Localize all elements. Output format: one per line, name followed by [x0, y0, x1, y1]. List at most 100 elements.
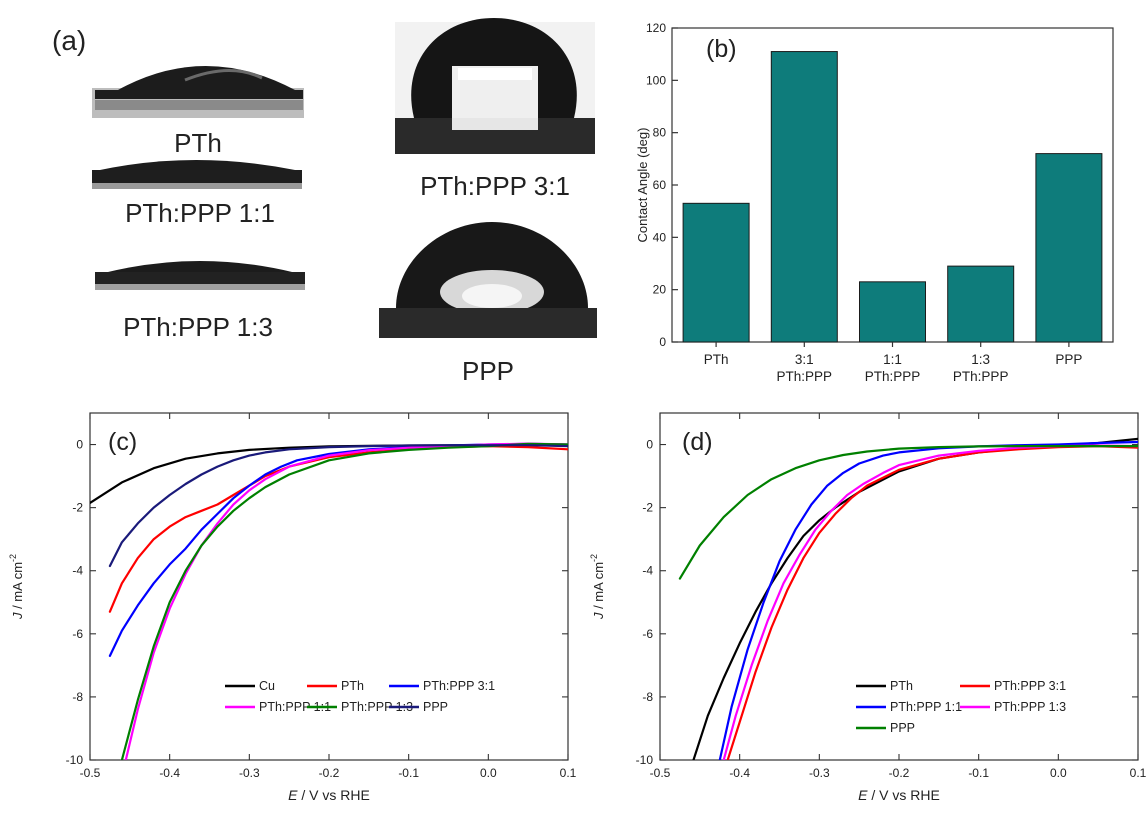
legend-label-pth: PTh [341, 679, 364, 693]
bar-4 [947, 265, 1015, 343]
y-tick-label: 20 [653, 283, 667, 297]
x-tick-label: -0.3 [239, 766, 260, 780]
series-line-pth-ppp-1-3 [120, 442, 568, 760]
legend-label-pth: PTh [890, 679, 913, 693]
x-tick-label-line: PTh [704, 352, 729, 367]
y-axis-label: J / mA cm-2 [589, 554, 606, 620]
bar-1 [682, 202, 750, 343]
y-axis-label-symbol: J [10, 612, 25, 620]
y-tick-label: 80 [653, 126, 667, 140]
y-axis-label-exponent: -2 [589, 554, 599, 562]
y-tick-label: -10 [66, 753, 84, 767]
legend-label-pth-ppp-3-1: PTh:PPP 3:1 [423, 679, 495, 693]
sample-label-pth: PTh [174, 128, 222, 158]
x-tick-label: -0.2 [889, 766, 910, 780]
x-tick-label: PTh [704, 352, 729, 367]
x-tick-label: -0.3 [809, 766, 830, 780]
x-tick-label-line: PPP [1055, 352, 1082, 367]
y-tick-label: 120 [646, 21, 666, 35]
y-axis-label-units: / mA cm [10, 562, 25, 613]
x-tick-label-line: PTh:PPP [953, 369, 1009, 384]
series-line-pth-ppp-1-3 [722, 444, 1138, 760]
y-axis-label-units: / mA cm [591, 562, 606, 613]
legend-label-pth-ppp-1-3: PTh:PPP 1:3 [341, 700, 413, 714]
panel-c-line-chart: -0.5 -0.4 -0.3 -0.2 -0.1 0.0 0.1 0 -2 -4 -6 -8 -10 Cu… [8, 412, 577, 803]
legend-label-ppp: PPP [423, 700, 448, 714]
x-axis-label-units: / V vs RHE [297, 787, 369, 803]
droplet-photo-pth-ppp-1-3 [95, 261, 305, 290]
x-tick-label: 0.1 [1130, 766, 1147, 780]
series-line-ppp [678, 445, 1138, 580]
y-tick-label: -2 [72, 501, 83, 515]
y-tick-label: -10 [636, 753, 654, 767]
series-line-pth-ppp-3-1 [108, 442, 568, 658]
x-tick-label: 0.0 [480, 766, 497, 780]
legend-label-pth-ppp-3-1: PTh:PPP 3:1 [994, 679, 1066, 693]
x-tick-label: -0.5 [650, 766, 671, 780]
legend-label-ppp: PPP [890, 721, 915, 735]
panel-a-label: (a) [52, 25, 86, 56]
bar-2 [770, 51, 838, 343]
x-tick-label-line: 1:1 [883, 352, 902, 367]
y-tick-label: -8 [642, 690, 653, 704]
x-tick-label-line: 3:1 [795, 352, 814, 367]
x-tick-label: -0.4 [159, 766, 180, 780]
bar-3 [859, 281, 926, 343]
x-axis-label-symbol: E [288, 787, 298, 803]
x-tick-label: 0.1 [560, 766, 577, 780]
droplet-photo-pth [92, 66, 304, 118]
x-tick-label: -0.2 [319, 766, 340, 780]
series-line-ppp [108, 444, 568, 568]
x-axis-label-units: / V vs RHE [867, 787, 939, 803]
panel-a: (a) PTh PTh:PPP 1:1 PTh:PPP 1:3 [52, 18, 597, 386]
x-axis-label: E / V vs RHE [858, 787, 940, 803]
legend-label-cu: Cu [259, 679, 275, 693]
sample-label-pth-ppp-1-1: PTh:PPP 1:1 [125, 198, 275, 228]
y-tick-label: 60 [653, 178, 667, 192]
series-line-pth-ppp-3-1 [726, 445, 1138, 760]
panel-d-label: (d) [682, 428, 713, 456]
y-tick-label: -8 [72, 690, 83, 704]
y-tick-label: -2 [642, 501, 653, 515]
y-tick-label: -6 [72, 627, 83, 641]
x-axis-label-symbol: E [858, 787, 868, 803]
x-tick-label: -0.5 [80, 766, 101, 780]
x-tick-label: 1:1 PTh:PPP [865, 352, 921, 384]
x-tick-label: 3:1 PTh:PPP [777, 352, 833, 384]
x-tick-label-line: PTh:PPP [777, 369, 833, 384]
y-axis-label-symbol: J [591, 612, 606, 620]
x-tick-label-line: 1:3 [971, 352, 990, 367]
y-tick-label: 0 [76, 438, 83, 452]
x-tick-label: -0.1 [398, 766, 419, 780]
sample-label-ppp: PPP [462, 356, 514, 386]
panel-d-line-chart: -0.5 -0.4 -0.3 -0.2 -0.1 0.0 0.1 0 -2 -4 -6 -8 -10 PT… [589, 412, 1147, 803]
x-tick-label: 0.0 [1050, 766, 1067, 780]
sample-label-pth-ppp-3-1: PTh:PPP 3:1 [420, 171, 570, 201]
x-tick-label: 1:3 PTh:PPP [953, 352, 1009, 384]
y-tick-label: 0 [659, 335, 666, 349]
panel-c-label: (c) [108, 428, 137, 456]
y-axis-label: J / mA cm-2 [8, 554, 25, 620]
legend-label-pth-ppp-1-1: PTh:PPP 1:1 [890, 700, 962, 714]
droplet-photo-ppp [379, 222, 597, 338]
y-axis-label-exponent: -2 [8, 554, 18, 562]
x-tick-label: PPP [1055, 352, 1082, 367]
y-axis-label: Contact Angle (deg) [635, 128, 650, 243]
x-axis-label: E / V vs RHE [288, 787, 370, 803]
x-tick-label: -0.4 [729, 766, 750, 780]
x-tick-label: -0.1 [968, 766, 989, 780]
legend-label-pth-ppp-1-1: PTh:PPP 1:1 [259, 700, 331, 714]
y-tick-label: 0 [646, 438, 653, 452]
y-tick-label: -4 [642, 564, 653, 578]
droplet-photo-pth-ppp-3-1 [395, 18, 595, 154]
panel-b-label: (b) [706, 35, 737, 63]
x-tick-label-line: PTh:PPP [865, 369, 921, 384]
y-tick-label: -6 [642, 627, 653, 641]
legend-label-pth-ppp-1-3: PTh:PPP 1:3 [994, 700, 1066, 714]
bar-5 [1035, 153, 1103, 343]
droplet-photo-pth-ppp-1-1 [92, 160, 302, 189]
y-tick-label: 40 [653, 230, 667, 244]
sample-label-pth-ppp-1-3: PTh:PPP 1:3 [123, 312, 273, 342]
